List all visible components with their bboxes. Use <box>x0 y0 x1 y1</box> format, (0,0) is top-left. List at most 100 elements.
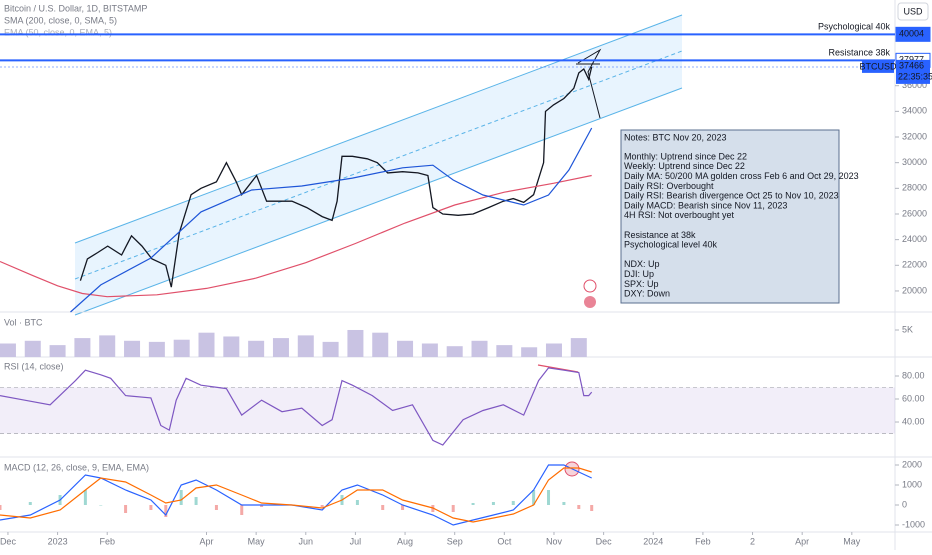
bar <box>446 346 463 357</box>
x-tick-label: 2024 <box>643 536 663 546</box>
bar <box>491 502 495 505</box>
bar <box>590 505 594 511</box>
x-tick-label: Aug <box>397 536 413 546</box>
event-icon <box>583 279 597 293</box>
x-tick-label: Oct <box>497 536 512 546</box>
bar <box>28 502 32 505</box>
price-line-label: Psychological 40k <box>818 22 891 32</box>
bar <box>401 505 405 510</box>
bar <box>471 503 475 505</box>
symbol-tag <box>862 60 894 73</box>
notes-line: Weekly: Uptrend since Dec 22 <box>624 161 745 171</box>
x-tick-label: May <box>248 536 266 546</box>
bar <box>421 343 438 357</box>
price-tag-label: 37977 <box>899 55 924 65</box>
notes-box <box>620 129 840 304</box>
currency-button[interactable] <box>897 2 929 21</box>
y-tick-label: 0 <box>902 499 907 509</box>
bar <box>0 343 16 357</box>
x-tick-label: Feb <box>695 536 711 546</box>
currency-label[interactable]: USD <box>903 6 923 16</box>
series-line <box>0 367 593 446</box>
y-tick-label: 1000 <box>902 479 922 489</box>
bar <box>99 505 103 506</box>
bar <box>471 340 488 357</box>
y-tick-label: 24000 <box>902 234 927 244</box>
series-line <box>79 66 593 288</box>
y-tick-label: -1000 <box>902 519 925 529</box>
x-tick-label: Feb <box>99 536 115 546</box>
y-tick-label: 5K <box>902 324 913 334</box>
bar <box>24 340 41 357</box>
bar <box>570 338 587 357</box>
y-tick-label: 34000 <box>902 106 927 116</box>
bar <box>124 340 141 357</box>
x-tick-label: 2023 <box>48 536 68 546</box>
bar <box>347 329 364 357</box>
y-tick-label: 2000 <box>902 459 922 469</box>
notes-title: Notes: BTC Nov 20, 2023 <box>624 132 727 142</box>
bar <box>320 505 324 507</box>
bar <box>49 345 66 357</box>
price-tag-label: 37466 <box>899 60 924 70</box>
notes-line: Daily RSI: Overbought <box>624 181 714 191</box>
bar <box>148 341 165 357</box>
x-tick-label: Apr <box>795 536 809 546</box>
bar <box>577 505 581 509</box>
bar <box>179 490 183 505</box>
bar <box>194 497 198 505</box>
bar <box>355 500 359 505</box>
x-tick-label: Apr <box>199 536 213 546</box>
series-line <box>70 127 593 313</box>
bar <box>74 338 91 357</box>
x-tick-label: Jul <box>350 536 362 546</box>
bar <box>240 505 244 515</box>
bar <box>214 505 218 510</box>
channel-upper <box>74 14 683 244</box>
y-tick-label: 32000 <box>902 131 927 141</box>
bar <box>372 332 389 357</box>
y-tick-label: 80.00 <box>902 370 925 380</box>
bar <box>381 505 385 510</box>
rsi-band <box>0 387 895 434</box>
panel-title: Vol · BTC <box>4 317 43 327</box>
y-tick-label: 26000 <box>902 208 927 218</box>
x-tick-label: Jun <box>299 536 314 546</box>
bar <box>99 335 116 357</box>
bar <box>260 505 264 507</box>
chart-title: Bitcoin / U.S. Dollar, 1D, BITSTAMP <box>4 3 147 13</box>
x-tick-label: May <box>843 536 861 546</box>
bar <box>451 505 455 512</box>
bar <box>496 345 513 357</box>
bar <box>0 505 2 510</box>
notes-line: SPX: Up <box>624 279 659 289</box>
panel-title: MACD (12, 26, close, 9, EMA, EMA) <box>4 462 149 472</box>
bar <box>532 490 536 505</box>
price-line-label: Resistance 38k <box>828 48 890 58</box>
x-tick-label: Sep <box>447 536 463 546</box>
bar <box>562 502 566 505</box>
panel-title: RSI (14, close) <box>4 361 64 371</box>
bar <box>397 340 414 357</box>
bar <box>547 490 551 505</box>
x-tick-label: Dec <box>0 536 16 546</box>
series-line <box>0 464 592 526</box>
bar <box>149 505 153 510</box>
bar <box>164 505 168 517</box>
countdown: 22:35:35 <box>898 71 932 81</box>
y-tick-label: 22000 <box>902 260 927 270</box>
notes-line: Daily MACD: Bearish since Nov 11, 2023 <box>624 200 787 210</box>
bar <box>198 332 215 357</box>
legend-entry: EMA (50, close, 0, EMA, 5) <box>4 27 112 37</box>
channel-mid <box>74 50 683 280</box>
price-tag-label: 40004 <box>899 29 924 39</box>
bar <box>521 347 538 357</box>
x-tick-label: 2 <box>750 536 755 546</box>
bar <box>223 336 240 357</box>
bar <box>297 335 314 357</box>
notes-line: 4H RSI: Not overbought yet <box>624 210 735 220</box>
bar <box>83 490 87 505</box>
notes-line: Daily RSI: Bearish divergence Oct 25 to … <box>624 191 839 201</box>
